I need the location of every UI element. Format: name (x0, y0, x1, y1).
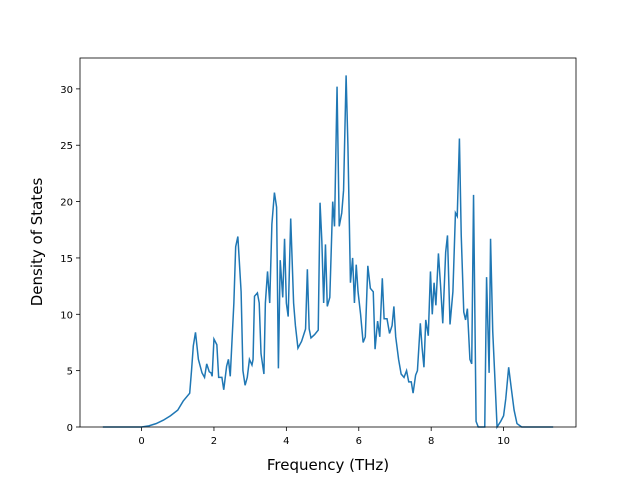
x-tick-label: 6 (356, 436, 362, 447)
y-tick-label: 5 (67, 367, 73, 378)
y-tick-label: 0 (67, 423, 73, 434)
x-tick-label: 8 (428, 436, 434, 447)
line (102, 75, 554, 430)
x-tick-label: 0 (138, 436, 144, 447)
y-tick-label: 25 (60, 141, 73, 152)
plot-frame (79, 57, 577, 428)
y-tick-label: 20 (60, 198, 73, 209)
x-tick-label: 4 (283, 436, 289, 447)
x-axis-label: Frequency (THz) (267, 456, 389, 474)
y-tick-label: 15 (60, 254, 73, 265)
y-tick-label: 30 (60, 85, 73, 96)
x-tick-label: 2 (211, 436, 217, 447)
y-axis-label: Density of States (28, 178, 46, 307)
y-tick-label: 10 (60, 310, 73, 321)
x-tick-label: 10 (497, 436, 510, 447)
